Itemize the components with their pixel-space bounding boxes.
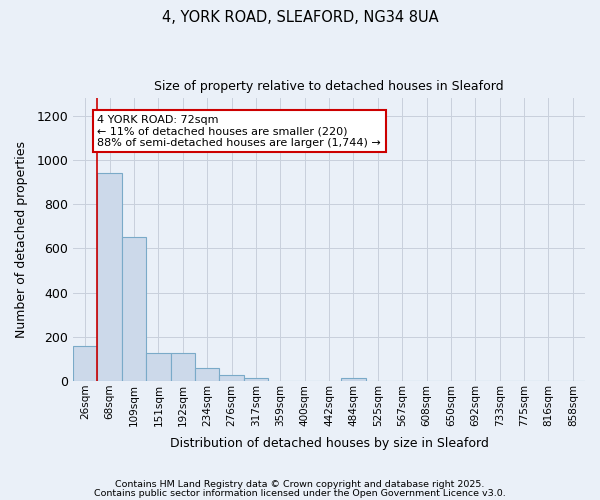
Bar (170, 354, 195, 381)
Bar (97, 174, 122, 381)
Bar (195, 368, 220, 381)
X-axis label: Distribution of detached houses by size in Sleaford: Distribution of detached houses by size … (170, 437, 488, 450)
Text: 4 YORK ROAD: 72sqm
← 11% of detached houses are smaller (220)
88% of semi-detach: 4 YORK ROAD: 72sqm ← 11% of detached hou… (97, 115, 381, 148)
Y-axis label: Number of detached properties: Number of detached properties (15, 141, 28, 338)
Bar (341, 378, 365, 381)
Bar (146, 354, 170, 381)
Bar (73, 346, 97, 381)
Text: Contains HM Land Registry data © Crown copyright and database right 2025.: Contains HM Land Registry data © Crown c… (115, 480, 485, 489)
Title: Size of property relative to detached houses in Sleaford: Size of property relative to detached ho… (154, 80, 504, 93)
Text: Contains public sector information licensed under the Open Government Licence v3: Contains public sector information licen… (94, 489, 506, 498)
Bar (220, 376, 244, 381)
Text: 4, YORK ROAD, SLEAFORD, NG34 8UA: 4, YORK ROAD, SLEAFORD, NG34 8UA (161, 10, 439, 25)
Bar (244, 378, 268, 381)
Bar (122, 238, 146, 381)
